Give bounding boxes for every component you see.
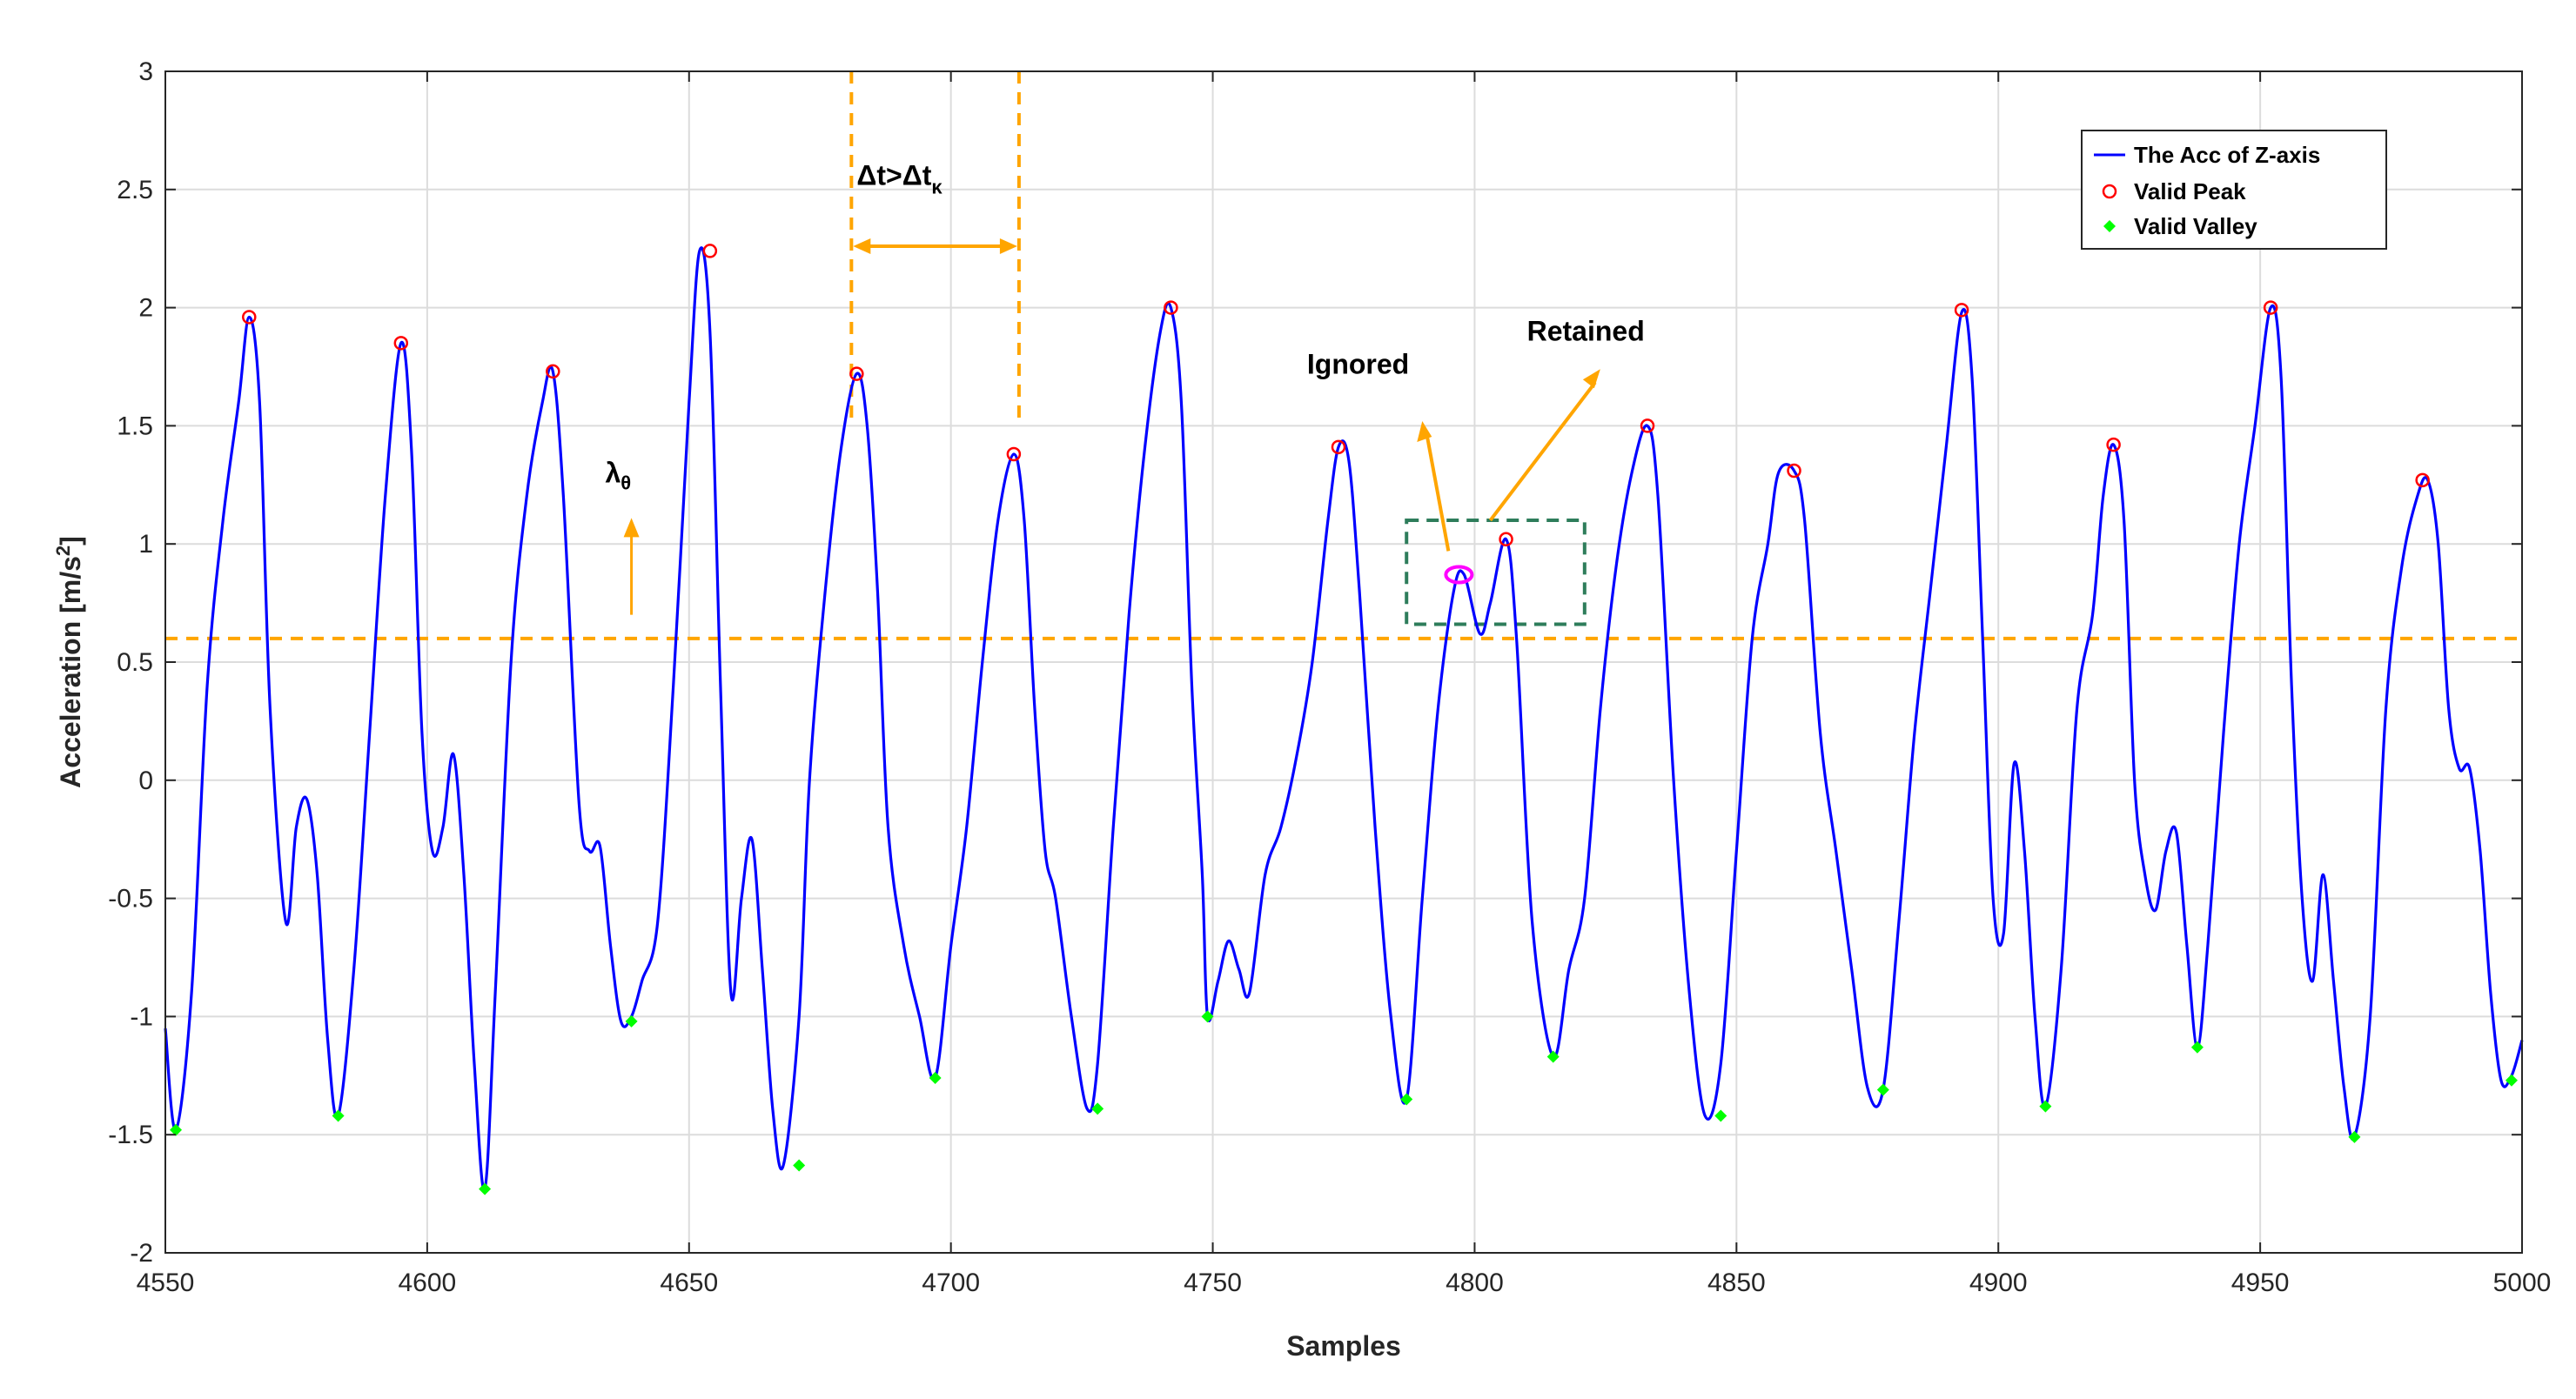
- legend-entry-acc: The Acc of Z-axis: [2134, 142, 2320, 168]
- y-tick-label: 0.5: [117, 648, 153, 677]
- y-tick-label: 1: [138, 530, 153, 559]
- x-tick-label: 4850: [1707, 1268, 1766, 1297]
- peak-marker: [1006, 446, 1022, 462]
- valley-marker: [1201, 1010, 1214, 1023]
- peak-marker: [393, 336, 409, 351]
- interval-arrow-head-left: [853, 238, 871, 254]
- highlight-group: [1405, 519, 1587, 626]
- y-axis-title-main: Acceleration [m/s: [55, 556, 86, 788]
- valley-marker: [1091, 1102, 1104, 1115]
- y-tick-label: -2: [130, 1239, 153, 1268]
- peak-marker: [1331, 439, 1346, 455]
- y-tick-label: 2: [138, 294, 153, 323]
- peak-marker: [2106, 437, 2121, 452]
- x-tick-label: 4550: [137, 1268, 195, 1297]
- valley-marker: [2039, 1100, 2052, 1113]
- retained-label: Retained: [1527, 316, 1645, 347]
- legend-valley-marker: [2103, 220, 2116, 232]
- valley-marker: [625, 1014, 638, 1027]
- valley-marker: [2190, 1041, 2204, 1054]
- annotation-group: Ignored Retained: [1307, 316, 1645, 585]
- x-tick-label: 4750: [1184, 1268, 1242, 1297]
- interval-label-sub: κ: [931, 176, 943, 197]
- y-tick-label: -1.5: [108, 1121, 153, 1149]
- valleys-group: [170, 1010, 2518, 1195]
- retained-arrow-head: [1582, 369, 1600, 389]
- y-tick-label: -0.5: [108, 885, 153, 914]
- x-tick-label: 4650: [660, 1268, 718, 1297]
- peak-marker: [1499, 532, 1513, 547]
- legend: The Acc of Z-axis Valid Peak Valid Valle…: [2081, 130, 2387, 250]
- ignored-arrow-head: [1417, 420, 1432, 442]
- peak-marker: [2415, 472, 2430, 488]
- x-tick-label: 5000: [2493, 1268, 2552, 1297]
- valley-marker: [929, 1072, 942, 1085]
- y-axis-title-end: ]: [55, 536, 86, 546]
- x-tick-label: 4600: [399, 1268, 457, 1297]
- axes-group: [164, 70, 2523, 1254]
- legend-entry-peak: Valid Peak: [2134, 178, 2246, 204]
- interval-arrow-head-right: [999, 238, 1017, 254]
- peak-marker: [546, 364, 560, 379]
- ignored-label: Ignored: [1307, 349, 1409, 380]
- x-axis-title: Samples: [1286, 1330, 1401, 1362]
- valley-marker: [793, 1159, 806, 1172]
- y-axis-title: Acceleration [m/s2]: [52, 536, 86, 788]
- peak-marker: [242, 310, 257, 325]
- interval-label: Δt>Δtκ: [856, 159, 943, 197]
- y-tick-label: 0: [138, 766, 153, 795]
- series-line-acc-z: [164, 246, 2524, 1192]
- valley-marker: [1546, 1050, 1560, 1063]
- tick-labels-group: 4550 4600 4650 4700 4750 4800 4850 4900 4950 5000…: [108, 57, 2551, 1297]
- legend-entry-valley: Valid Valley: [2134, 213, 2257, 239]
- ignored-arrow-shaft: [1426, 438, 1451, 552]
- x-tick-label: 4900: [1969, 1268, 2028, 1297]
- valley-marker: [2505, 1074, 2518, 1087]
- highlight-box: [1405, 519, 1587, 626]
- peak-marker: [1164, 300, 1178, 315]
- threshold-label-sub: θ: [621, 472, 631, 494]
- peaks-group: [242, 244, 2430, 547]
- peak-marker: [1787, 463, 1801, 479]
- y-tick-label: 3: [138, 57, 153, 86]
- peak-marker: [849, 366, 864, 381]
- x-tick-label: 4800: [1446, 1268, 1504, 1297]
- valley-marker: [170, 1123, 183, 1136]
- peak-marker: [2263, 300, 2278, 315]
- interval-group: Δt>Δtκ: [849, 71, 1021, 421]
- series-group: [164, 246, 2524, 1192]
- ignored-peak-marker: [1444, 565, 1474, 585]
- valley-marker: [1876, 1083, 1889, 1096]
- threshold-arrow-head: [623, 518, 640, 538]
- valley-marker: [2348, 1130, 2361, 1143]
- threshold-label-main: λ: [605, 458, 621, 489]
- valley-marker: [332, 1109, 345, 1122]
- valley-marker: [1714, 1109, 1727, 1122]
- x-tick-label: 4700: [922, 1268, 980, 1297]
- peak-marker: [1640, 418, 1655, 433]
- retained-arrow-shaft: [1488, 381, 1597, 522]
- peak-marker: [702, 244, 718, 258]
- y-axis-title-superscript: 2: [52, 546, 74, 556]
- threshold-label: λθ: [605, 458, 631, 494]
- valley-marker: [1400, 1093, 1413, 1106]
- y-tick-label: 1.5: [117, 412, 153, 440]
- y-tick-label: 2.5: [117, 176, 153, 204]
- x-tick-label: 4950: [2231, 1268, 2290, 1297]
- y-tick-label: -1: [130, 1002, 153, 1031]
- legend-peak-marker: [2102, 184, 2117, 199]
- legend-box: [2081, 130, 2387, 250]
- interval-label-main: Δt>Δt: [856, 159, 931, 191]
- peak-marker: [1954, 303, 1969, 318]
- valley-marker: [479, 1182, 492, 1195]
